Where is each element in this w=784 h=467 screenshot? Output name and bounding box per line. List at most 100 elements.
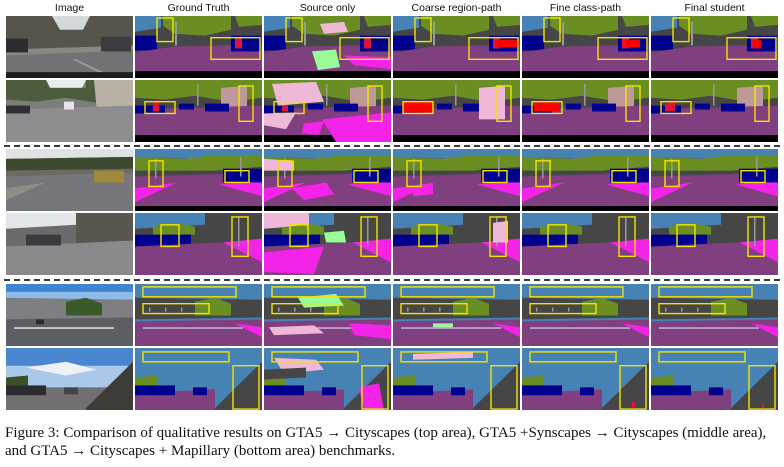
segment-vegetation [651,154,778,171]
photo-sky-horizon [6,365,133,388]
panel-row5-image [6,284,133,346]
highlight-box [403,102,433,114]
highlight-box [354,171,378,183]
segment-road [135,44,262,78]
segment-vegetation [153,222,195,235]
segment-sidewalk [352,238,391,263]
segment-sidewalk [322,112,391,142]
highlight-box [612,171,636,183]
highlight-box [673,18,689,42]
column-header-coarse-region-path: Coarse region-path [411,2,502,14]
segment-vegetation [493,16,520,27]
segment-rider [753,39,761,49]
segment-person [493,37,500,49]
segment-vegetation [393,154,520,171]
photo-car [64,387,78,395]
segment-car [264,105,294,114]
segment-pole [175,21,177,46]
highlight-box [362,366,388,409]
photo-ego-vehicle [6,72,133,78]
segment-sky [651,213,721,229]
highlight-box [532,102,562,114]
segment-pole [407,307,409,312]
highlight-box [620,366,646,409]
highlight-box [239,86,253,121]
segment-car [481,168,520,183]
segment-pole [278,307,280,312]
segment-car [651,234,707,247]
panel-row2-source-only [264,80,391,142]
segment-ego-vehicle [522,206,649,211]
panel-row1-coarse-region-path [393,16,520,78]
segment-sidewalk [348,180,391,197]
segment-building [729,361,778,410]
segment-sky [135,213,205,229]
segment-sidewalk [264,246,324,275]
segment-road [651,105,778,142]
segment-pole [238,216,240,247]
segment-ego-vehicle [264,71,391,78]
segment-building [600,361,649,410]
panel-row3-coarse-region-path [393,149,520,211]
segment-misprediction [264,112,296,130]
panel-row5-source-only [264,284,391,346]
highlight-box [157,18,173,42]
segment-vegetation [411,222,453,235]
panel-row3-source-only [264,149,391,211]
area-separator [4,279,780,281]
panel-row1-fine-class-path [522,16,649,78]
photo-car [6,385,46,396]
panel-row6-source-only [264,348,391,410]
panel-row6-coarse-region-path [393,348,520,410]
segment-car [695,103,710,110]
segment-rider [497,39,517,48]
segment-car [135,35,157,51]
segment-misprediction [264,158,294,171]
segment-ego-vehicle [135,206,262,211]
segment-pole [691,21,693,46]
segment-pole [433,21,435,46]
segment-ego-vehicle [651,206,778,211]
area-separator [4,145,780,147]
segment-vegetation [264,154,391,171]
segment-pole [149,307,151,312]
segment-pole [165,307,167,312]
segment-vegetation [540,222,582,235]
segment-car [322,387,336,396]
segment-sidewalk [349,323,391,340]
segment-lane [401,327,501,329]
segment-misprediction [269,325,324,336]
segment-car [651,35,673,51]
segment-car [393,385,433,396]
segment-car [205,103,229,112]
segment-sky [264,16,290,32]
segment-car [592,103,616,112]
segment-person [364,37,371,49]
panel-row6-final-student [651,348,778,410]
segment-lane [272,327,372,329]
segment-building [264,367,306,380]
highlight-box [274,102,304,114]
highlight-box [544,18,560,42]
segment-person [622,37,629,49]
highlight-box [548,225,566,247]
segment-road [522,44,649,78]
panel-row4-source-only [264,213,391,275]
photo-road [6,240,133,275]
segment-road [651,319,778,346]
highlight-box [659,287,752,297]
segment-pole [625,216,627,247]
photo-car [64,101,74,110]
segment-pole [304,21,306,46]
segment-vegetation [582,297,618,316]
segment-ego-vehicle [393,135,520,142]
highlight-box [143,304,209,314]
segment-road [393,319,520,346]
highlight-box [272,352,358,362]
highlight-box [401,304,467,314]
highlight-box [497,86,511,121]
highlight-box [232,217,248,256]
segment-sidewalk [292,182,334,201]
segment-pole [155,158,157,179]
